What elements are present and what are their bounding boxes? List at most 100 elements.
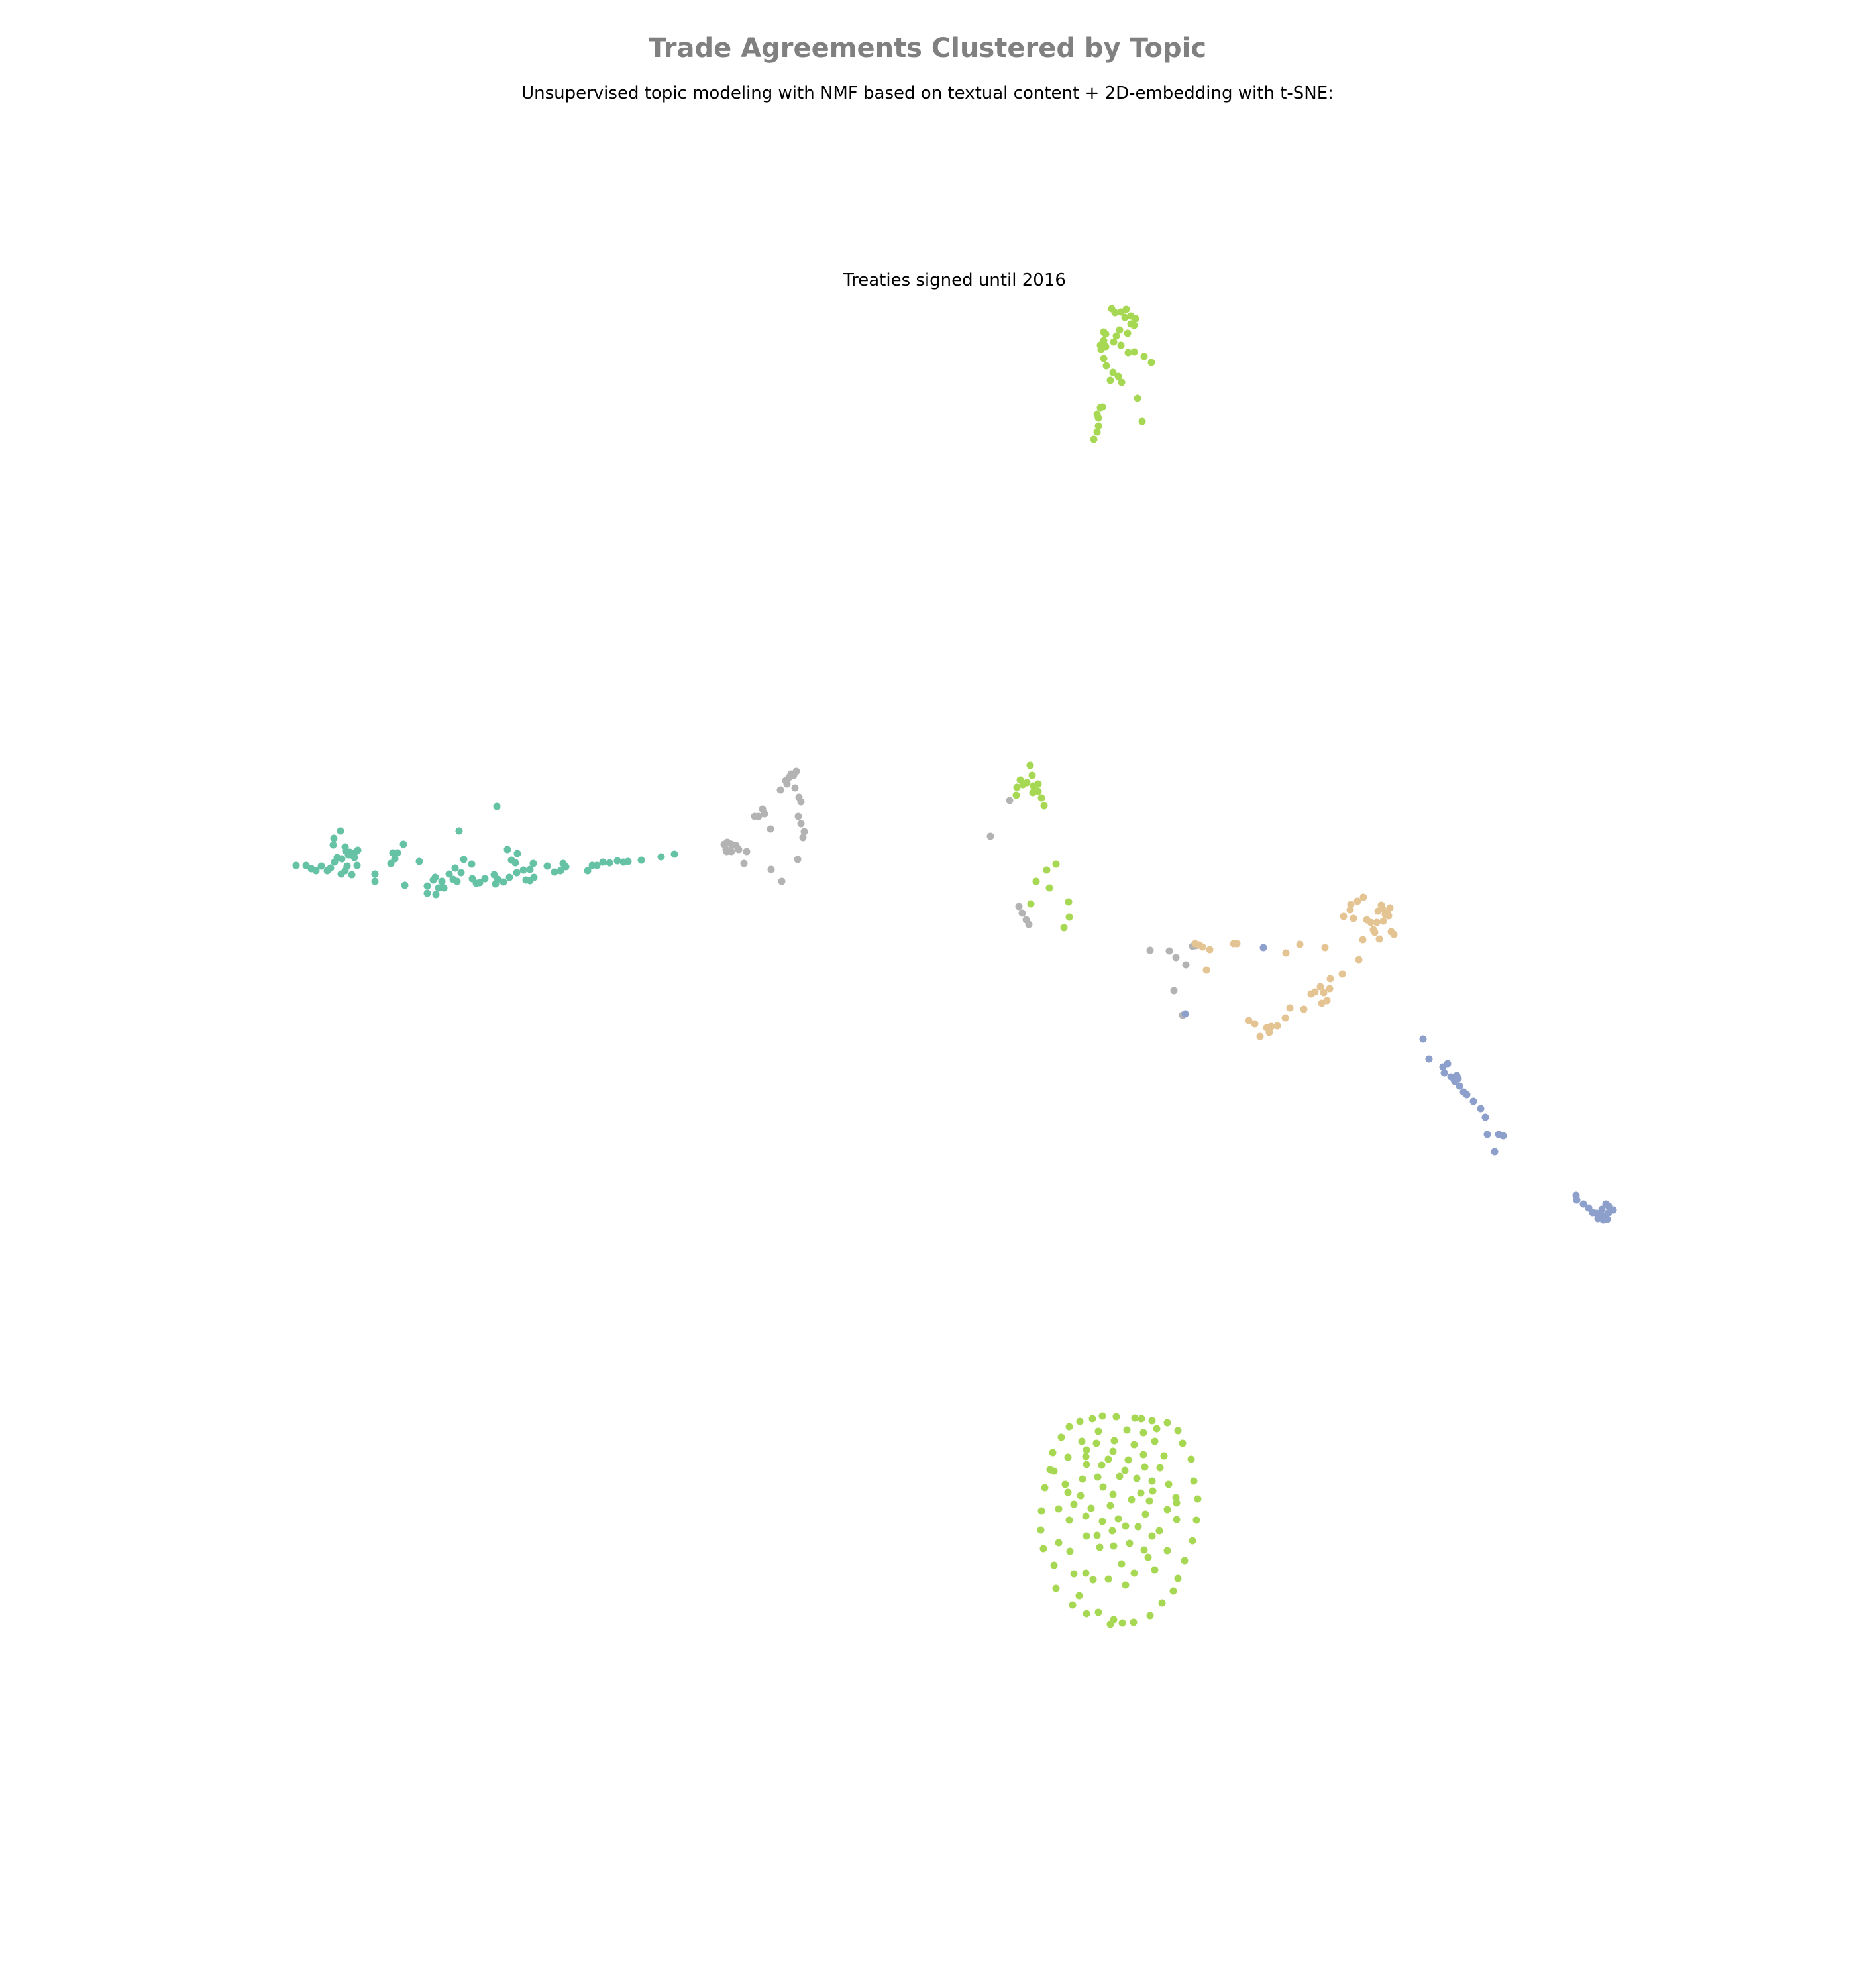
point-4-16 [1326, 985, 1334, 993]
point-2-13 [799, 834, 807, 842]
point-1-78 [613, 857, 621, 865]
point-0-36 [1110, 1616, 1118, 1624]
point-0-110 [1055, 1539, 1063, 1547]
point-1-4 [317, 862, 325, 870]
point-5-11 [1037, 794, 1045, 802]
series-2 [720, 767, 1200, 1019]
series-5 [1012, 761, 1073, 932]
point-1-42 [431, 873, 439, 881]
point-1-45 [453, 877, 461, 885]
point-0-100 [1092, 1439, 1100, 1447]
point-0-78 [1149, 1487, 1157, 1495]
point-1-41 [438, 877, 446, 885]
point-4-25 [1390, 930, 1398, 938]
point-3-34 [1450, 1076, 1458, 1084]
point-0-76 [1109, 1490, 1117, 1498]
point-1-85 [513, 850, 521, 857]
point-1-86 [455, 827, 463, 835]
point-0-83 [1116, 1472, 1124, 1480]
point-1-77 [606, 859, 613, 867]
point-1-10 [348, 871, 356, 879]
point-1-33 [401, 881, 409, 889]
point-4-48 [1202, 966, 1210, 974]
point-5-12 [1040, 802, 1048, 810]
point-0-102 [1130, 1441, 1138, 1449]
point-1-39 [435, 884, 443, 892]
point-0-45 [1118, 1560, 1126, 1568]
point-2-18 [795, 793, 803, 801]
point-3-4 [1599, 1212, 1607, 1220]
point-3-18 [1483, 1131, 1491, 1138]
point-0-61 [1098, 1518, 1106, 1525]
point-2-40 [1018, 909, 1026, 917]
point-4-52 [1195, 941, 1203, 949]
point-1-19 [341, 843, 349, 851]
point-0-53 [1083, 1532, 1090, 1540]
point-0-39 [1104, 1575, 1112, 1583]
point-1-34 [415, 857, 423, 865]
point-4-20 [1359, 936, 1367, 944]
point-0-80 [1061, 1480, 1069, 1488]
point-6-18 [1100, 337, 1108, 345]
point-0-42 [1151, 1566, 1159, 1574]
point-3-13 [1579, 1200, 1587, 1208]
point-4-42 [1340, 912, 1348, 920]
point-0-48 [1096, 1543, 1104, 1551]
point-4-36 [1363, 916, 1371, 924]
point-0-77 [1137, 1489, 1145, 1497]
point-2-37 [1146, 946, 1154, 954]
point-0-52 [1163, 1547, 1171, 1555]
point-4-49 [1206, 946, 1214, 954]
point-0-84 [1133, 1474, 1141, 1482]
point-0-101 [1110, 1437, 1118, 1445]
point-1-27 [371, 870, 379, 878]
point-6-1 [1093, 428, 1101, 436]
point-4-38 [1346, 906, 1354, 914]
point-0-46 [1144, 1553, 1152, 1561]
point-2-11 [778, 877, 786, 885]
point-5-1 [1065, 913, 1073, 921]
point-0-14 [1189, 1537, 1196, 1545]
point-0-41 [1130, 1569, 1138, 1577]
point-0-28 [1163, 1419, 1171, 1427]
point-0-11 [1050, 1561, 1058, 1569]
point-1-81 [637, 856, 645, 864]
point-3-15 [1572, 1191, 1580, 1199]
point-0-29 [1076, 1417, 1084, 1425]
point-3-36 [1181, 1010, 1189, 1018]
point-1-69 [551, 868, 558, 876]
point-2-35 [1170, 987, 1178, 995]
point-5-18 [1019, 781, 1027, 789]
point-0-65 [1173, 1516, 1181, 1523]
point-0-24 [1179, 1439, 1187, 1447]
point-0-71 [1145, 1497, 1153, 1505]
point-2-7 [735, 846, 743, 854]
point-4-4 [1251, 1020, 1259, 1028]
point-0-108 [1083, 1446, 1090, 1454]
point-1-87 [493, 802, 501, 810]
point-0-74 [1077, 1492, 1085, 1500]
point-2-33 [1006, 797, 1014, 804]
point-2-28 [792, 767, 800, 775]
point-2-38 [1165, 947, 1173, 955]
point-6-29 [1147, 359, 1155, 366]
point-1-66 [526, 865, 534, 873]
point-0-62 [1114, 1515, 1122, 1523]
point-4-13 [1311, 988, 1319, 996]
point-4-32 [1385, 912, 1393, 920]
point-0-68 [1087, 1504, 1095, 1512]
point-4-14 [1316, 983, 1324, 991]
point-4-9 [1300, 1005, 1308, 1013]
point-4-18 [1338, 970, 1346, 978]
point-3-35 [1419, 1035, 1427, 1043]
point-1-38 [432, 891, 440, 899]
point-0-69 [1106, 1502, 1114, 1510]
point-0-2 [1130, 1618, 1138, 1626]
point-3-20 [1481, 1113, 1489, 1121]
point-0-82 [1094, 1473, 1102, 1481]
point-2-43 [1015, 903, 1023, 911]
point-0-91 [1141, 1463, 1149, 1471]
point-0-99 [1078, 1437, 1086, 1445]
point-0-31 [1088, 1415, 1096, 1423]
point-0-33 [1112, 1413, 1120, 1421]
